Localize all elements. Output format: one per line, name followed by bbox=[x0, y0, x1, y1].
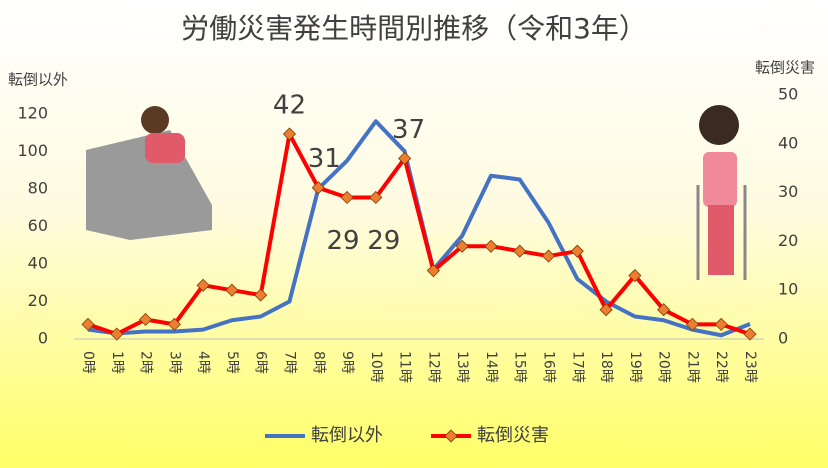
page: {"chart_data": {"type": "line", "title":… bbox=[0, 0, 828, 468]
x-tick-label: 4時 bbox=[195, 351, 211, 374]
x-tick-label: 8時 bbox=[310, 351, 326, 374]
y-tick-label: 40 bbox=[28, 253, 48, 272]
y2-tick-label: 50 bbox=[778, 85, 798, 104]
y2-axis-label: 転倒災害 bbox=[755, 59, 815, 77]
data-label: 42 bbox=[273, 91, 306, 121]
x-tick-label: 7時 bbox=[281, 351, 297, 374]
y2-tick-label: 0 bbox=[778, 329, 788, 348]
data-label: 37 bbox=[392, 115, 425, 145]
y2-tick-label: 40 bbox=[778, 133, 798, 152]
y2-tick-label: 20 bbox=[778, 231, 798, 250]
x-tick-label: 13時 bbox=[454, 351, 470, 383]
x-tick-label: 14時 bbox=[483, 351, 499, 383]
y-tick-label: 0 bbox=[38, 329, 48, 348]
y-tick-label: 60 bbox=[28, 216, 48, 235]
legend-label: 転倒以外 bbox=[311, 425, 383, 446]
data-label: 29 bbox=[367, 226, 400, 256]
y2-tick-label: 10 bbox=[778, 280, 798, 299]
x-tick-label: 12時 bbox=[425, 351, 441, 383]
x-tick-label: 1時 bbox=[109, 351, 125, 374]
x-tick-label: 11時 bbox=[397, 351, 413, 383]
x-tick-label: 21時 bbox=[684, 351, 700, 383]
y-tick-label: 100 bbox=[17, 141, 48, 160]
x-tick-label: 23時 bbox=[742, 351, 758, 383]
y-tick-label: 80 bbox=[28, 178, 48, 197]
y-tick-label: 20 bbox=[28, 291, 48, 310]
x-tick-label: 19時 bbox=[627, 351, 643, 383]
chart: 労働災害発生時間別推移（令和3年） 転倒以外 転倒災害 020406080100… bbox=[0, 0, 828, 468]
x-tick-label: 17時 bbox=[569, 351, 585, 383]
x-tick-label: 0時 bbox=[80, 351, 96, 374]
data-label: 31 bbox=[308, 144, 341, 174]
data-label: 29 bbox=[326, 226, 359, 256]
x-tick-label: 15時 bbox=[512, 351, 528, 383]
x-tick-label: 22時 bbox=[713, 351, 729, 383]
y-tick-label: 120 bbox=[17, 103, 48, 122]
y-axis-label: 転倒以外 bbox=[8, 71, 68, 89]
chart-title: 労働災害発生時間別推移（令和3年） bbox=[181, 12, 647, 45]
x-tick-label: 3時 bbox=[166, 351, 182, 374]
x-tick-label: 9時 bbox=[339, 351, 355, 374]
x-tick-label: 2時 bbox=[138, 351, 154, 374]
x-tick-label: 5時 bbox=[224, 351, 240, 374]
x-tick-label: 18時 bbox=[598, 351, 614, 383]
y2-tick-label: 30 bbox=[778, 182, 798, 201]
x-tick-label: 20時 bbox=[656, 351, 672, 383]
x-tick-label: 16時 bbox=[541, 351, 557, 383]
legend-label: 転倒災害 bbox=[477, 425, 549, 446]
x-tick-label: 10時 bbox=[368, 351, 384, 383]
x-tick-label: 6時 bbox=[253, 351, 269, 374]
